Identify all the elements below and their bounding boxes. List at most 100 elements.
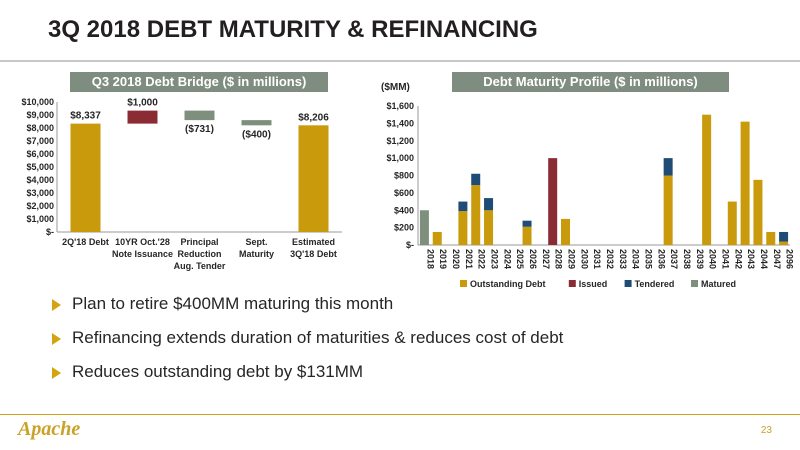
bar-outstanding-debt — [779, 241, 789, 245]
y-tick-label: $6,000 — [26, 149, 54, 159]
bar-decrease — [241, 120, 272, 126]
x-tick-label: 2037 — [669, 249, 679, 269]
y-tick-label: $200 — [394, 223, 414, 233]
arrow-bullet-icon — [52, 367, 61, 379]
bar-total — [298, 125, 329, 232]
x-tick-label: 2041 — [720, 249, 730, 269]
bar-tendered — [484, 198, 494, 211]
category-label: 3Q'18 Debt — [290, 249, 337, 259]
bar-issued — [548, 158, 558, 245]
legend-swatch — [691, 280, 698, 287]
x-tick-label: 2024 — [502, 249, 512, 269]
page-title: 3Q 2018 DEBT MATURITY & REFINANCING — [48, 16, 538, 43]
x-tick-label: 2020 — [451, 249, 461, 269]
y-tick-label: $800 — [394, 171, 414, 181]
bar-tendered — [779, 231, 789, 242]
bullet-text: Plan to retire $400MM maturing this mont… — [72, 294, 394, 313]
y-tick-label: $1,200 — [386, 136, 414, 146]
maturity-y-axis-label: ($MM) — [381, 82, 410, 93]
x-tick-label: 2039 — [695, 249, 705, 269]
bar-total — [70, 123, 101, 232]
x-tick-label: 2040 — [708, 249, 718, 269]
bullet-text: Refinancing extends duration of maturiti… — [72, 328, 564, 347]
bullet-text: Reduces outstanding debt by $131MM — [72, 362, 364, 381]
x-tick-label: 2018 — [425, 249, 435, 269]
data-label: $1,000 — [127, 98, 158, 109]
legend-swatch — [568, 280, 576, 287]
legend-label: Issued — [579, 279, 608, 289]
legend-label: Tendered — [635, 279, 675, 289]
category-label: 10YR Oct.'28 — [115, 237, 170, 247]
bar-tendered — [663, 158, 673, 176]
x-tick-label: 2044 — [759, 249, 769, 269]
y-tick-label: $4,000 — [26, 175, 54, 185]
bar-increase — [127, 110, 158, 124]
category-label: Aug. Tender — [174, 261, 226, 271]
x-tick-label: 2038 — [682, 249, 692, 269]
x-tick-label: 2026 — [528, 249, 538, 269]
bar-outstanding-debt — [766, 231, 776, 245]
legend-swatch — [460, 280, 467, 287]
bar-outstanding-debt — [561, 218, 571, 245]
y-tick-label: $1,000 — [26, 214, 54, 224]
bar-tendered — [458, 201, 468, 212]
x-tick-label: 2047 — [772, 249, 782, 269]
bar-outstanding-debt — [663, 175, 673, 245]
debt-bridge-chart: $- $1,000 $2,000 $3,000 $4,000 $5,000 $6,000 $7… — [21, 97, 342, 271]
y-tick-label: $1,400 — [386, 118, 414, 128]
data-label: $8,206 — [298, 112, 329, 123]
bar-outstanding-debt — [740, 121, 750, 245]
x-tick-label: 2023 — [490, 249, 500, 269]
x-tick-label: 2028 — [554, 249, 564, 269]
title-divider — [0, 60, 800, 62]
y-tick-label: $1,600 — [386, 101, 414, 111]
bar-outstanding-debt — [432, 231, 442, 245]
bar-tendered — [471, 173, 481, 186]
x-tick-label: 2034 — [631, 249, 641, 269]
x-tick-label: 2031 — [592, 249, 602, 269]
bar-outstanding-debt — [702, 114, 712, 245]
y-tick-label: $10,000 — [21, 97, 54, 107]
x-tick-label: 2043 — [746, 249, 756, 269]
legend-label: Matured — [701, 279, 736, 289]
category-label: Principal — [180, 237, 218, 247]
y-tick-label: $3,000 — [26, 188, 54, 198]
page-number: 23 — [760, 425, 772, 436]
x-tick-label: 2025 — [515, 249, 525, 269]
category-label: Note Issuance — [112, 249, 173, 259]
maturity-profile-title: Debt Maturity Profile ($ in millions) — [452, 72, 729, 92]
y-tick-label: $5,000 — [26, 162, 54, 172]
x-tick-label: 2029 — [567, 249, 577, 269]
bar-outstanding-debt — [753, 179, 763, 245]
arrow-bullet-icon — [52, 333, 61, 345]
y-tick-label: $400 — [394, 205, 414, 215]
category-label: Reduction — [178, 249, 222, 259]
category-label: Estimated — [292, 237, 335, 247]
bar-outstanding-debt — [458, 211, 468, 245]
y-tick-label: $- — [406, 240, 414, 250]
x-tick-label: 2035 — [643, 249, 653, 269]
bar-tendered — [522, 220, 532, 227]
y-tick-label: $7,000 — [26, 136, 54, 146]
y-tick-label: $600 — [394, 188, 414, 198]
y-tick-label: $- — [46, 227, 54, 237]
arrow-bullet-icon — [52, 299, 61, 311]
apache-logo: Apache — [18, 418, 81, 440]
legend-label: Outstanding Debt — [470, 279, 546, 289]
bar-outstanding-debt — [484, 210, 494, 245]
data-label: ($400) — [242, 129, 271, 140]
legend-swatch — [624, 280, 632, 287]
debt-maturity-chart: $- $200 $400 $600 $800 $1,000 $1,200 $1,400 $1,6… — [386, 101, 794, 289]
debt-bridge-title: Q3 2018 Debt Bridge ($ in millions) — [70, 72, 328, 92]
x-tick-label: 2033 — [618, 249, 628, 269]
bar-decrease — [184, 110, 215, 121]
x-tick-label: 2030 — [579, 249, 589, 269]
category-label: 2Q'18 Debt — [62, 237, 109, 247]
bar-outstanding-debt — [471, 185, 481, 245]
bar-outstanding-debt — [727, 201, 737, 245]
y-tick-label: $8,000 — [26, 123, 54, 133]
y-tick-label: $2,000 — [26, 201, 54, 211]
x-tick-label: 2019 — [438, 249, 448, 269]
x-tick-label: 2021 — [464, 249, 474, 269]
x-tick-label: 2032 — [605, 249, 615, 269]
